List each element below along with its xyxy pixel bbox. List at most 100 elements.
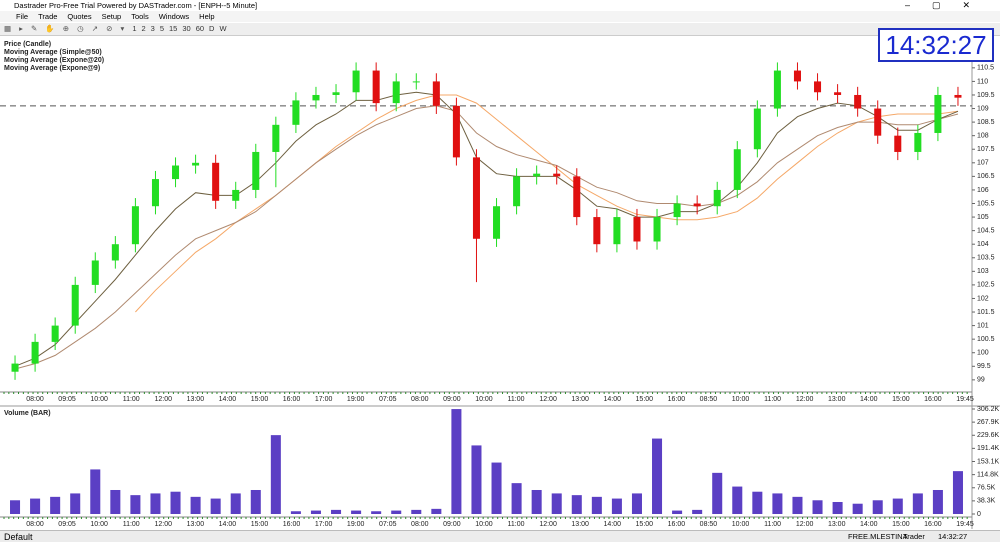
time-label: 16:00 <box>924 396 942 403</box>
menu-item[interactable]: Trade <box>38 12 58 21</box>
time-label: 11:00 <box>508 396 525 403</box>
volume-bar <box>692 509 703 514</box>
menu-item[interactable]: File <box>16 12 29 21</box>
candle-body <box>793 70 801 82</box>
y-tick-label: 38.3K <box>977 498 996 505</box>
interval-button[interactable]: W <box>219 24 227 33</box>
candle-body <box>653 217 661 242</box>
y-tick-label: 109.5 <box>977 92 995 99</box>
volume-bar <box>471 445 482 514</box>
time-label: 12:00 <box>155 521 173 528</box>
candle-body <box>553 173 561 177</box>
volume-bar <box>70 493 81 514</box>
time-label: 11:00 <box>764 521 781 528</box>
y-tick-label: 107.5 <box>977 146 995 153</box>
volume-bar <box>631 493 642 514</box>
time-label: 15:00 <box>892 396 910 403</box>
interval-button[interactable]: D <box>209 24 215 33</box>
candle-body <box>854 94 862 109</box>
candle-body <box>372 70 380 104</box>
interval-button[interactable]: 15 <box>169 24 178 33</box>
candle-body <box>31 341 39 364</box>
volume-bar <box>892 498 903 514</box>
candle-body <box>773 70 781 109</box>
interval-button[interactable]: 30 <box>182 24 191 33</box>
candle-body <box>673 203 681 218</box>
time-label: 16:00 <box>283 396 301 403</box>
interval-button[interactable]: 2 <box>141 24 146 33</box>
candle-body <box>613 217 621 245</box>
interval-button[interactable]: 60 <box>195 24 205 33</box>
y-tick-label: 105 <box>977 214 989 221</box>
menu-item[interactable]: Tools <box>131 12 149 21</box>
y-tick-label: 107 <box>977 160 989 167</box>
menu-item[interactable]: Quotes <box>67 12 92 21</box>
time-label: 16:00 <box>924 521 942 528</box>
candle-body <box>91 260 99 285</box>
moving-average-line <box>135 94 959 313</box>
volume-bar <box>170 491 181 514</box>
volume-bar <box>932 489 943 514</box>
time-label: 15:00 <box>892 521 910 528</box>
candle-body <box>753 108 761 150</box>
menu-item[interactable]: Help <box>199 12 215 21</box>
toolbar-icons[interactable]: ▦ ▸ ✎ ✋ ⊕ ◷ ↗ ⊘ ▾ <box>4 24 128 33</box>
window-controls[interactable]: –▢✕ <box>904 0 992 10</box>
time-label: 19:00 <box>347 396 365 403</box>
time-label: 10:00 <box>732 521 750 528</box>
candle-body <box>693 203 701 207</box>
interval-button[interactable]: 3 <box>150 24 155 33</box>
volume-bar <box>371 511 382 514</box>
time-label: 08:00 <box>26 396 44 403</box>
y-tick-label: 109 <box>977 105 989 112</box>
volume-bar <box>571 495 582 514</box>
volume-bar <box>611 498 622 514</box>
candle-body <box>71 284 79 326</box>
candle-body <box>11 363 19 372</box>
y-tick-label: 100.5 <box>977 336 995 343</box>
time-label: 16:00 <box>668 396 686 403</box>
interval-button[interactable]: 1 <box>132 24 137 33</box>
y-tick-label: 103.5 <box>977 255 995 262</box>
y-tick-label: 105.5 <box>977 200 995 207</box>
time-label: 07:05 <box>379 521 397 528</box>
legend-entry: Moving Average (Expone@20) <box>4 57 104 64</box>
time-label: 17:00 <box>315 396 333 403</box>
volume-bar <box>712 472 723 514</box>
volume-bar <box>411 509 422 514</box>
time-label: 13:00 <box>571 521 589 528</box>
time-label: 08:50 <box>700 521 718 528</box>
candle-body <box>934 94 942 133</box>
volume-bar <box>331 509 342 514</box>
volume-bar <box>752 491 763 514</box>
legend-entry: Moving Average (Simple@50) <box>4 49 102 56</box>
time-label: 14:00 <box>603 396 621 403</box>
y-tick-label: 110 <box>977 78 988 85</box>
time-label: 15:00 <box>251 396 269 403</box>
volume-bar <box>250 489 261 514</box>
layout-tab[interactable]: Default <box>4 532 33 542</box>
candle-body <box>814 81 822 93</box>
volume-bar <box>290 511 301 514</box>
candle-body <box>914 132 922 152</box>
y-tick-label: 114.8K <box>977 471 999 478</box>
volume-bar <box>832 501 843 514</box>
interval-button[interactable]: 5 <box>159 24 164 33</box>
y-tick-label: 267.9K <box>977 419 1000 426</box>
time-label: 10:00 <box>475 396 493 403</box>
time-label: 07:05 <box>379 396 397 403</box>
time-label: 16:00 <box>668 521 686 528</box>
time-label: 10:00 <box>732 396 750 403</box>
volume-bar <box>531 489 542 514</box>
menu-item[interactable]: Windows <box>158 12 190 21</box>
candle-body <box>312 94 320 101</box>
time-label: 14:00 <box>860 521 878 528</box>
y-tick-label: 106.5 <box>977 173 995 180</box>
volume-bar <box>150 493 161 514</box>
time-label: 09:05 <box>58 396 76 403</box>
volume-bar <box>872 500 883 514</box>
menu-item[interactable]: Setup <box>101 12 122 21</box>
time-label: 08:00 <box>411 521 429 528</box>
candle-body <box>874 108 882 136</box>
y-tick-label: 108 <box>977 133 989 140</box>
